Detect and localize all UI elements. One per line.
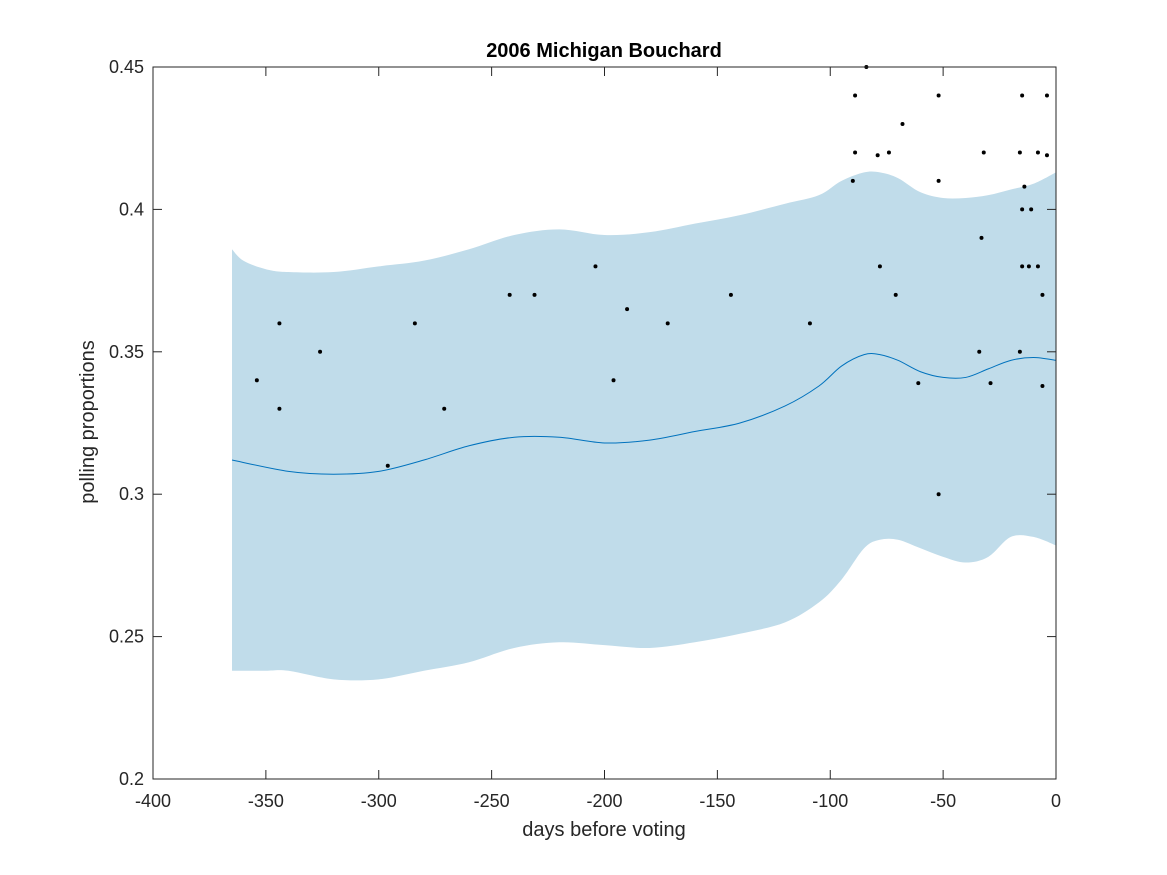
y-tick-label: 0.3 — [119, 484, 144, 504]
chart-title: 2006 Michigan Bouchard — [486, 40, 722, 62]
data-point — [936, 178, 941, 183]
x-tick-label: 0 — [1051, 791, 1061, 811]
data-point — [442, 406, 447, 411]
data-point — [807, 321, 812, 326]
y-tick-label: 0.35 — [109, 342, 144, 362]
data-point — [593, 264, 598, 269]
x-axis-label: days before voting — [522, 819, 685, 841]
confidence-band-layer — [232, 171, 1056, 681]
data-point — [853, 93, 858, 98]
data-points-layer — [254, 65, 1049, 497]
data-point — [1044, 153, 1049, 158]
y-tick-label: 0.45 — [109, 57, 144, 77]
data-point — [507, 292, 512, 297]
data-point — [665, 321, 670, 326]
data-point — [877, 264, 882, 269]
data-point — [979, 235, 984, 240]
data-point — [412, 321, 417, 326]
data-point — [988, 381, 993, 386]
data-point — [1035, 150, 1040, 155]
data-point — [853, 150, 858, 155]
data-point — [900, 121, 905, 126]
data-point — [850, 178, 855, 183]
data-point — [625, 307, 630, 312]
data-point — [1040, 383, 1045, 388]
data-point — [277, 321, 282, 326]
data-point — [254, 378, 259, 383]
data-point — [1040, 292, 1045, 297]
data-point — [1035, 264, 1040, 269]
x-tick-label: -200 — [586, 791, 622, 811]
data-point — [611, 378, 616, 383]
data-point — [1020, 93, 1025, 98]
data-point — [936, 492, 941, 497]
data-point — [936, 93, 941, 98]
data-point — [318, 349, 323, 354]
data-point — [1029, 207, 1034, 212]
x-tick-label: -50 — [930, 791, 956, 811]
y-tick-label: 0.2 — [119, 769, 144, 789]
x-tick-label: -100 — [812, 791, 848, 811]
data-point — [977, 349, 982, 354]
x-tick-label: -400 — [135, 791, 171, 811]
x-axis-ticks: -400 -350 -300 -250 -200 -150 -100 -50 0 — [135, 67, 1061, 811]
x-tick-label: -350 — [248, 791, 284, 811]
x-tick-label: -150 — [699, 791, 735, 811]
data-point — [1020, 207, 1025, 212]
data-point — [728, 292, 733, 297]
data-point — [1017, 150, 1022, 155]
data-point — [1022, 184, 1027, 189]
data-point — [875, 153, 880, 158]
confidence-band — [232, 171, 1056, 681]
x-tick-label: -250 — [474, 791, 510, 811]
y-axis-ticks: 0.2 0.25 0.3 0.35 0.4 0.45 — [109, 57, 1056, 789]
trend-line — [231, 353, 1057, 475]
trend-line-layer — [231, 353, 1057, 475]
data-point — [532, 292, 537, 297]
y-axis-label: polling proportions — [77, 340, 99, 503]
data-point — [886, 150, 891, 155]
data-point — [916, 381, 921, 386]
data-point — [277, 406, 282, 411]
data-point — [385, 463, 390, 468]
data-point — [1044, 93, 1049, 98]
data-point — [1020, 264, 1025, 269]
data-point — [1026, 264, 1031, 269]
x-tick-label: -300 — [361, 791, 397, 811]
data-point — [893, 292, 898, 297]
data-point — [1017, 349, 1022, 354]
data-point — [981, 150, 986, 155]
y-tick-label: 0.4 — [119, 199, 144, 219]
y-tick-label: 0.25 — [109, 627, 144, 647]
